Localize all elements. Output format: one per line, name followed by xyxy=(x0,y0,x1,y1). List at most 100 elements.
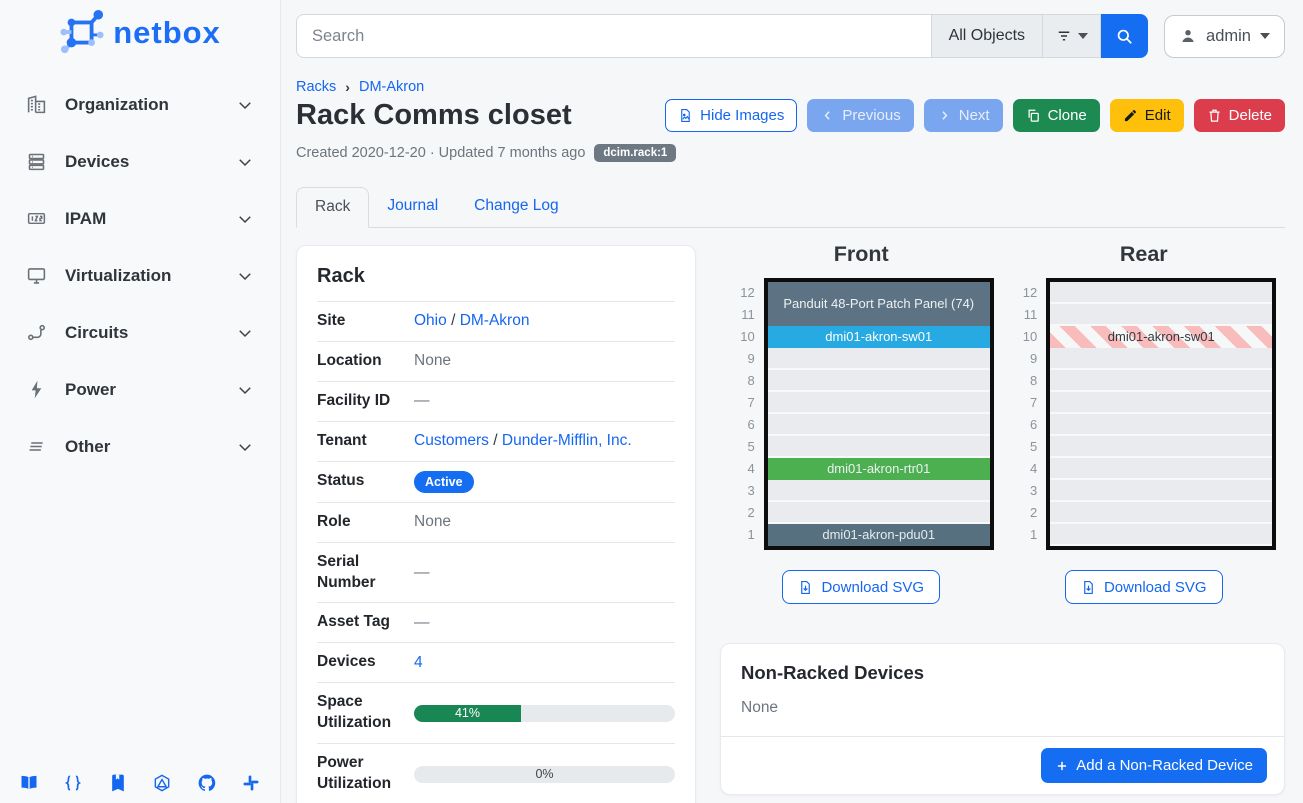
rack-device[interactable]: dmi01-akron-sw01 xyxy=(767,326,990,348)
table-row: Asset Tag — xyxy=(317,602,675,643)
rack-info-table: Site Ohio / DM-Akron Location None Facil… xyxy=(317,301,675,803)
sidebar-item-other[interactable]: Other xyxy=(0,418,280,475)
field-label: Status xyxy=(317,460,414,503)
next-button[interactable]: Next xyxy=(923,99,1003,132)
object-id-badge: dcim.rack:1 xyxy=(594,144,677,162)
copy-icon xyxy=(1028,109,1039,122)
empty-rack-slot[interactable] xyxy=(1050,458,1273,480)
sidebar-item-ipam[interactable]: IPAM xyxy=(0,190,280,247)
empty-rack-slot[interactable] xyxy=(1050,392,1273,414)
breadcrumb-racks[interactable]: Racks xyxy=(296,79,337,95)
empty-rack-slot[interactable] xyxy=(767,480,990,502)
download-svg-front-button[interactable]: Download SVG xyxy=(782,570,941,604)
devices-count-link[interactable]: 4 xyxy=(414,653,423,671)
rack-device[interactable]: dmi01-akron-sw01 xyxy=(1050,326,1273,348)
add-non-racked-device-button[interactable]: Add a Non-Racked Device xyxy=(1041,748,1267,783)
rack-device[interactable]: dmi01-akron-rtr01 xyxy=(767,458,990,480)
empty-rack-slot[interactable] xyxy=(1050,304,1273,326)
empty-rack-slot[interactable] xyxy=(767,370,990,392)
clone-button[interactable]: Clone xyxy=(1012,99,1100,132)
field-label: Asset Tag xyxy=(317,602,414,643)
hide-images-button[interactable]: Hide Images xyxy=(665,99,798,132)
empty-rack-slot[interactable] xyxy=(767,392,990,414)
sidebar-item-circuits[interactable]: Circuits xyxy=(0,304,280,361)
sidebar-item-virtualization[interactable]: Virtualization xyxy=(0,247,280,304)
rack-device[interactable]: Panduit 48-Port Patch Panel (74) xyxy=(767,282,990,326)
menu-lines-icon xyxy=(29,442,43,451)
github-icon[interactable] xyxy=(197,773,217,793)
search-submit-button[interactable] xyxy=(1101,14,1149,58)
search-input[interactable] xyxy=(296,14,931,58)
search-scope-button[interactable]: All Objects xyxy=(930,14,1043,58)
edit-button[interactable]: Edit xyxy=(1109,99,1184,132)
table-row: Facility ID — xyxy=(317,380,675,422)
right-column: Front 12 11 10 9 8 7 6 5 4 3 2 1 Panduit 48-Port Pa… xyxy=(720,242,1285,803)
sidebar-item-organization[interactable]: Organization xyxy=(0,76,280,133)
left-column: Rack Site Ohio / DM-Akron Location None … xyxy=(296,245,696,803)
unit-labels: 12 11 10 9 8 7 6 5 4 3 2 1 xyxy=(1011,278,1037,550)
slack-icon[interactable] xyxy=(241,773,261,793)
tab-change-log[interactable]: Change Log xyxy=(474,197,559,214)
tab-journal[interactable]: Journal xyxy=(387,197,439,214)
sidebar-item-label: Organization xyxy=(65,94,169,114)
empty-rack-slot[interactable] xyxy=(1050,502,1273,524)
tab-rack[interactable]: Rack xyxy=(296,187,370,228)
field-label: Devices xyxy=(317,642,414,683)
empty-rack-slot[interactable] xyxy=(1050,370,1273,392)
sidebar-item-label: Virtualization xyxy=(65,265,172,285)
unit-number: 8 xyxy=(1030,373,1038,388)
journal-book-icon[interactable] xyxy=(108,773,128,793)
site-region-link[interactable]: Ohio xyxy=(414,312,447,330)
empty-rack-slot[interactable] xyxy=(767,436,990,458)
empty-rack-slot[interactable] xyxy=(1050,348,1273,370)
docs-book-icon[interactable] xyxy=(19,773,39,793)
user-icon xyxy=(1182,30,1194,42)
rear-elevation-title: Rear xyxy=(1119,242,1168,266)
unit-number: 6 xyxy=(747,417,755,432)
download-svg-rear-button[interactable]: Download SVG xyxy=(1064,570,1223,604)
unit-number: 4 xyxy=(747,461,755,476)
tenant-group-link[interactable]: Customers xyxy=(414,432,489,450)
empty-rack-slot[interactable] xyxy=(1050,524,1273,546)
user-name: admin xyxy=(1206,26,1251,45)
sidebar-item-devices[interactable]: Devices xyxy=(0,133,280,190)
unit-number: 10 xyxy=(740,329,755,344)
netbox-logo[interactable]: netbox xyxy=(0,0,280,62)
site-link[interactable]: DM-Akron xyxy=(459,312,530,330)
user-menu-button[interactable]: admin xyxy=(1164,14,1285,58)
rack-info-card: Rack Site Ohio / DM-Akron Location None … xyxy=(296,245,696,803)
unit-number: 7 xyxy=(1030,395,1038,410)
breadcrumb-site[interactable]: DM-Akron xyxy=(358,79,425,95)
search-filter-button[interactable] xyxy=(1042,14,1102,58)
empty-rack-slot[interactable] xyxy=(1050,436,1273,458)
empty-rack-slot[interactable] xyxy=(767,348,990,370)
sidebar-item-power[interactable]: Power xyxy=(0,361,280,418)
plus-icon xyxy=(1058,761,1067,770)
table-row: Space Utilization 41% xyxy=(317,682,675,744)
chevron-down-icon xyxy=(239,101,251,109)
caret-down-icon xyxy=(1260,33,1270,39)
sidebar-item-label: Devices xyxy=(65,151,130,171)
empty-rack-slot[interactable] xyxy=(767,414,990,436)
unit-number: 11 xyxy=(1023,307,1038,322)
empty-rack-slot[interactable] xyxy=(1050,480,1273,502)
rest-api-braces-icon[interactable] xyxy=(63,773,83,793)
empty-rack-slot[interactable] xyxy=(767,502,990,524)
empty-rack-slot[interactable] xyxy=(1050,282,1273,304)
meta-row: Created 2020-12-20 · Updated 7 months ag… xyxy=(296,144,1285,162)
rack-card-title: Rack xyxy=(317,265,365,287)
unit-number: 1 xyxy=(747,527,755,542)
created-updated-text: Created 2020-12-20 · Updated 7 months ag… xyxy=(296,145,586,161)
chevron-down-icon xyxy=(239,272,251,280)
rack-device[interactable]: dmi01-akron-pdu01 xyxy=(767,524,990,546)
delete-button[interactable]: Delete xyxy=(1193,99,1285,132)
table-row: Devices 4 xyxy=(317,642,675,683)
empty-rack-slot[interactable] xyxy=(1050,414,1273,436)
global-search: All Objects xyxy=(296,14,1149,58)
previous-button[interactable]: Previous xyxy=(807,99,914,132)
graphql-icon[interactable] xyxy=(152,773,172,793)
tenant-link[interactable]: Dunder-Mifflin, Inc. xyxy=(501,432,632,450)
counter-icon xyxy=(27,212,46,225)
title-row: Rack Comms closet Hide Images Previous N… xyxy=(296,99,1285,132)
sidebar-nav: Organization Devices IPAM Virtualization… xyxy=(0,76,280,475)
